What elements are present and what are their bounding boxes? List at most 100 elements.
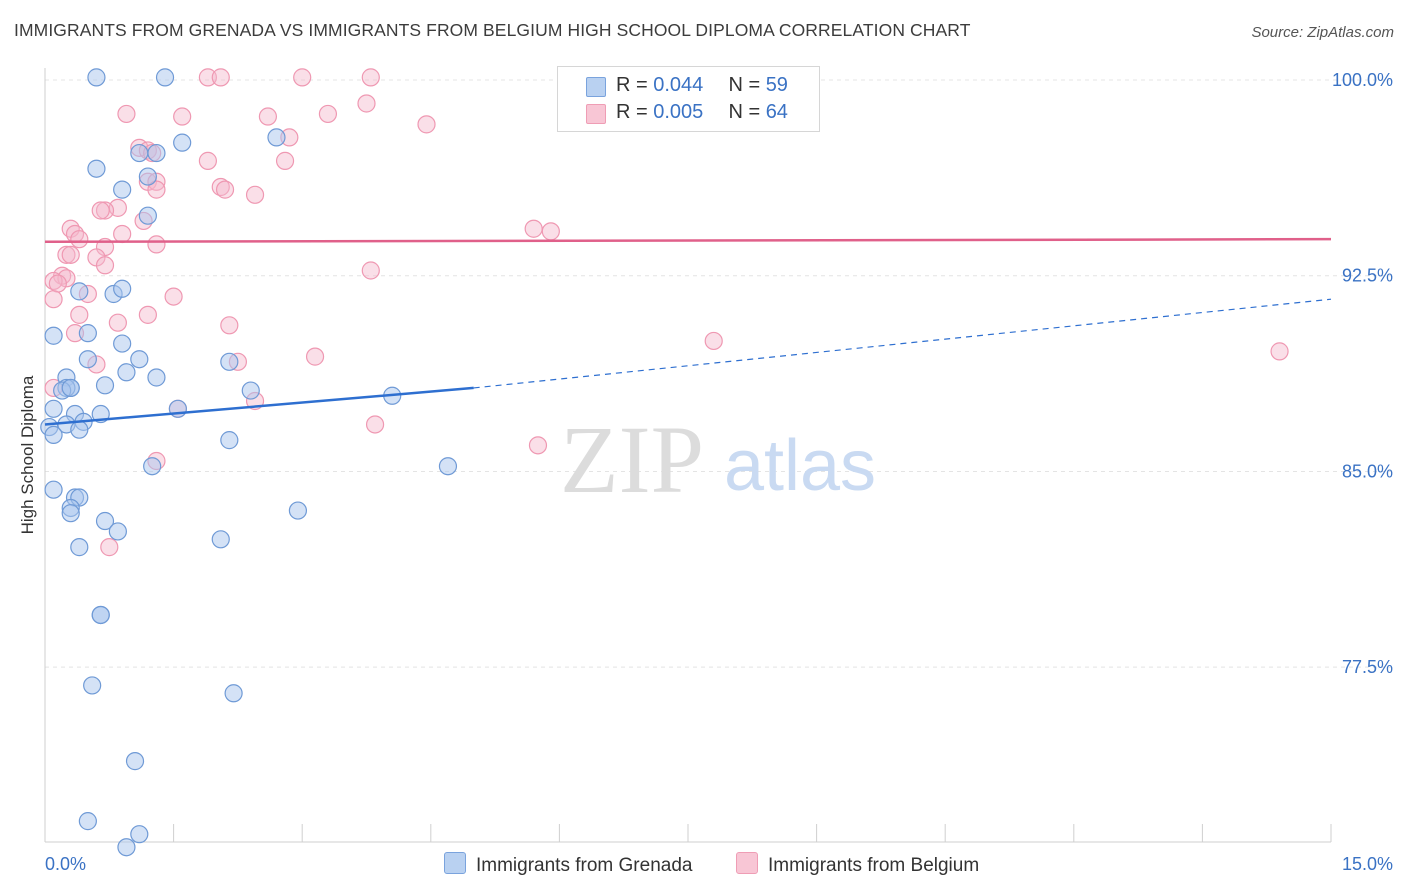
belgium-point <box>61 245 80 264</box>
belgium-point <box>113 224 132 244</box>
grenada-point <box>113 180 132 199</box>
y-tick-label: 100.0% <box>1332 70 1393 90</box>
axes <box>44 68 1332 843</box>
n-label: N = <box>728 101 761 123</box>
grenada-point <box>173 133 192 152</box>
grenada-point <box>95 511 115 531</box>
belgium-point <box>44 290 63 309</box>
belgium-point <box>215 180 235 199</box>
belgium-point <box>198 151 217 170</box>
grenada-stats: R = 0.044 N = 59 <box>616 74 788 98</box>
belgium-point <box>541 222 560 241</box>
belgium-point <box>95 256 115 275</box>
belgium-point <box>258 107 278 126</box>
belgium-point <box>138 305 157 324</box>
belgium-point <box>57 245 76 264</box>
watermark-zip: ZIP <box>560 406 704 513</box>
belgium-point <box>365 415 385 434</box>
belgium-point <box>293 68 312 87</box>
belgium-point <box>117 104 136 124</box>
grenada-n-value: 59 <box>765 74 788 96</box>
grenada-point <box>220 431 239 450</box>
grenada-point <box>155 68 175 87</box>
grenada-point <box>113 279 132 298</box>
grenada-point <box>138 206 157 225</box>
grenada-point <box>113 334 132 353</box>
belgium-stats: R = 0.005 N = 64 <box>616 101 788 125</box>
grenada-point <box>83 676 102 695</box>
belgium-point <box>173 107 192 126</box>
belgium-point <box>70 305 89 324</box>
belgium-point <box>164 287 183 306</box>
grenada-point <box>44 399 63 418</box>
grenada-point <box>44 480 63 499</box>
grenada-point <box>78 324 97 343</box>
grenada-point <box>125 752 145 771</box>
belgium-point <box>108 313 127 332</box>
watermark-atlas: atlas <box>724 426 876 506</box>
grenada-r-value: 0.044 <box>653 74 704 96</box>
belgium-point <box>305 347 325 366</box>
gridlines <box>45 79 1391 668</box>
legend-item-belgium[interactable]: Immigrants from Belgium <box>736 852 979 877</box>
belgium-point <box>245 185 265 204</box>
grenada-point <box>70 282 89 301</box>
legend-item-grenada[interactable]: Immigrants from Grenada <box>444 852 692 877</box>
trend-lines <box>44 237 1332 426</box>
belgium-point <box>528 436 548 455</box>
source-label: Source: ZipAtlas.com <box>1251 24 1394 41</box>
r-label: R = <box>616 101 648 123</box>
belgium-point <box>147 235 166 254</box>
x-tick-label: 0.0% <box>45 854 86 874</box>
chart-title: IMMIGRANTS FROM GRENADA VS IMMIGRANTS FR… <box>14 20 971 40</box>
grenada-point <box>61 504 80 523</box>
belgium-point <box>524 219 543 238</box>
y-tick-label: 77.5% <box>1342 657 1393 677</box>
grenada-point <box>61 378 80 398</box>
grenada-point <box>130 825 149 844</box>
grenada-point <box>70 420 89 439</box>
grenada-point <box>87 159 106 178</box>
y-tick-label: 92.5% <box>1342 266 1393 286</box>
belgium-point <box>70 230 89 249</box>
grenada-point <box>78 812 97 831</box>
grenada-point <box>211 530 230 549</box>
grenada-point <box>87 68 106 87</box>
stats-legend: R = 0.044 N = 59 R = 0.005 N = 64 <box>557 66 820 132</box>
grenada-point <box>147 368 166 387</box>
grenada-point <box>130 143 149 163</box>
grenada-point <box>130 350 149 369</box>
belgium-point <box>48 274 67 293</box>
grenada-point <box>220 352 239 371</box>
belgium-point <box>275 151 295 170</box>
grenada-legend-label: Immigrants from Grenada <box>476 855 693 876</box>
n-label: N = <box>728 74 761 96</box>
belgium-point <box>1270 342 1289 361</box>
belgium-point <box>357 94 376 113</box>
grenada-point <box>91 605 110 625</box>
x-tick-label: 15.0% <box>1342 854 1393 874</box>
grenada-point <box>95 376 115 395</box>
belgium-point <box>100 538 119 557</box>
grenada-swatch <box>444 852 466 874</box>
grenada-points <box>40 68 458 857</box>
y-tick-label: 85.0% <box>1342 461 1393 481</box>
grenada-legend-swatch <box>586 77 606 97</box>
belgium-r-value: 0.005 <box>653 101 704 123</box>
grenada-point <box>143 457 162 476</box>
belgium-point <box>95 201 115 220</box>
belgium-point <box>361 68 380 87</box>
belgium-point <box>220 316 239 335</box>
grenada-point <box>438 457 458 476</box>
grenada-point <box>70 538 89 557</box>
grenada-point <box>117 838 136 857</box>
grenada-point <box>147 143 166 163</box>
r-label: R = <box>616 74 648 96</box>
grenada-point <box>44 326 63 345</box>
belgium-point <box>361 261 380 280</box>
belgium-n-value: 64 <box>765 101 788 123</box>
belgium-point <box>318 104 338 124</box>
belgium-swatch <box>736 852 758 874</box>
belgium-legend-label: Immigrants from Belgium <box>768 855 980 876</box>
